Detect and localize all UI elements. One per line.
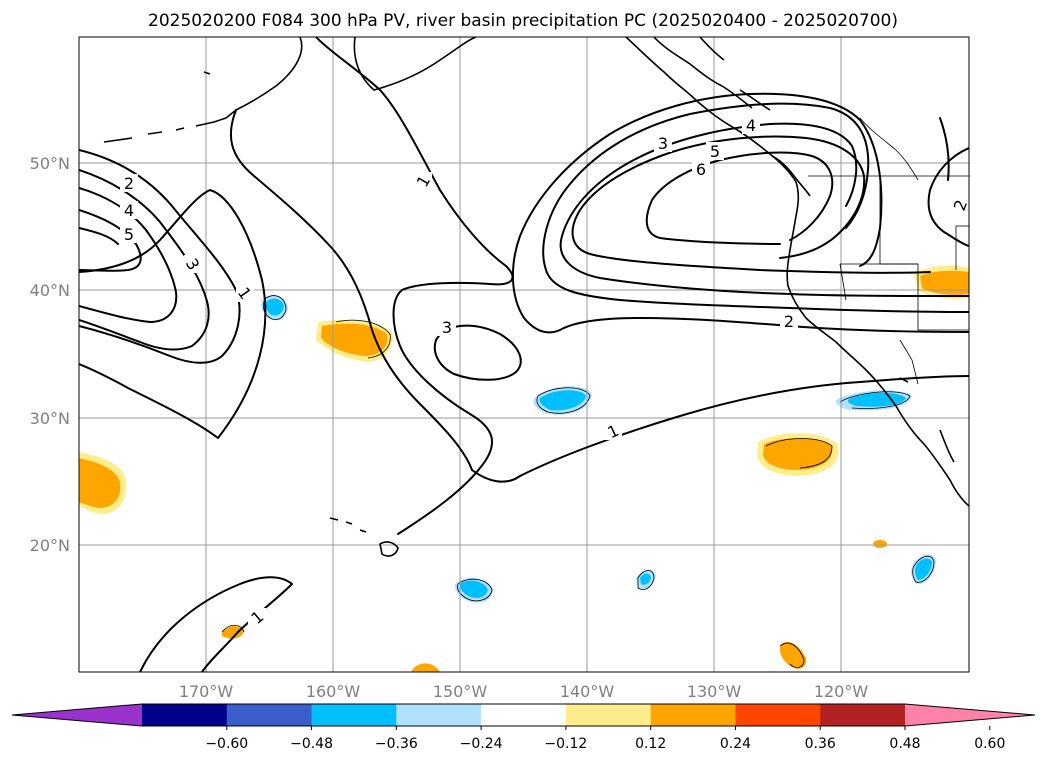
contour-label-3: 3 bbox=[658, 134, 668, 153]
colorbar-tick-label: 0.24 bbox=[720, 736, 751, 752]
colorbar-extension-low bbox=[12, 704, 142, 726]
map-panel: 2 4 5 3 1 1 3 1 3 5 6 4 2 2 bbox=[79, 37, 971, 672]
coastline-hawaii bbox=[379, 541, 399, 557]
pv-contour-4 bbox=[559, 122, 969, 297]
precip-positive-area bbox=[222, 626, 244, 639]
pv-contours bbox=[79, 37, 969, 672]
pv-contour-3 bbox=[79, 169, 210, 351]
colorbar-outline bbox=[11, 703, 1036, 727]
precip-negative-area bbox=[459, 580, 488, 598]
precip-positive-area bbox=[321, 323, 388, 356]
contour-label-3: 3 bbox=[442, 318, 452, 337]
precip-positive-area bbox=[763, 438, 833, 470]
pv-contour-3 bbox=[433, 324, 522, 381]
pv-contour-2 bbox=[927, 147, 969, 247]
precip-positive-area bbox=[873, 540, 887, 548]
contour-label-2: 2 bbox=[950, 197, 971, 213]
precip-negative-area bbox=[539, 390, 586, 411]
precip-outlines bbox=[221, 295, 935, 668]
colorbar-tick-label: −0.24 bbox=[460, 736, 503, 752]
contour-label-2: 2 bbox=[124, 174, 134, 193]
pv-contour-1 bbox=[315, 37, 514, 535]
precip-shading bbox=[79, 265, 969, 672]
lat-tick-labels: 50°N 40°N 30°N 20°N bbox=[30, 154, 70, 555]
pv-contour-6 bbox=[645, 151, 834, 245]
pv-contour-5 bbox=[571, 135, 931, 274]
colorbar-tick-label: 0.60 bbox=[974, 736, 1005, 752]
colorbar-tick-label: 0.12 bbox=[635, 736, 666, 752]
colorbar-tick-label: −0.36 bbox=[375, 736, 418, 752]
contour-label-2: 2 bbox=[784, 312, 794, 331]
precip-positive-area bbox=[780, 641, 807, 669]
colorbar-tick-label: 0.36 bbox=[805, 736, 836, 752]
colorbar-tick-label: −0.60 bbox=[205, 736, 248, 752]
colorbar-segment bbox=[142, 704, 228, 726]
colorbar: −0.60 −0.48 −0.36 −0.24 −0.12 0.12 0.24 0.36 0.4… bbox=[11, 703, 1036, 752]
pv-contour-2 bbox=[512, 92, 969, 334]
political-borders bbox=[808, 117, 969, 385]
contour-label-4: 4 bbox=[746, 116, 756, 135]
colorbar-segment bbox=[735, 704, 821, 726]
precip-negative-area bbox=[640, 573, 651, 585]
colorbar-extension-high bbox=[905, 704, 1035, 726]
lon-tick-label: 150°W bbox=[433, 682, 488, 701]
lat-tick-label: 50°N bbox=[30, 154, 70, 173]
precip-negative-area bbox=[265, 298, 284, 316]
map-background bbox=[79, 37, 969, 672]
pv-contour-3 bbox=[542, 102, 969, 313]
pv-contour-1 bbox=[79, 189, 267, 439]
precip-negative-area bbox=[847, 392, 906, 407]
colorbar-segment bbox=[565, 704, 652, 726]
contour-label-5: 5 bbox=[710, 142, 720, 161]
precip-positive-area bbox=[920, 270, 969, 295]
colorbar-tick-label: −0.48 bbox=[290, 736, 333, 752]
precip-positive-area bbox=[412, 663, 440, 672]
colorbar-segment bbox=[650, 704, 736, 726]
lon-tick-label: 140°W bbox=[560, 682, 615, 701]
colorbar-segment bbox=[311, 704, 397, 726]
colorbar-segment bbox=[481, 704, 567, 726]
colorbar-segment bbox=[820, 704, 906, 726]
lat-tick-label: 40°N bbox=[30, 281, 70, 300]
colorbar-tick-label: 0.48 bbox=[889, 736, 920, 752]
colorbar-segment bbox=[396, 704, 482, 726]
graticule bbox=[79, 37, 969, 672]
coastline-north-america bbox=[625, 37, 969, 507]
pv-contour-2 bbox=[79, 149, 241, 364]
contour-label-5: 5 bbox=[124, 225, 134, 244]
precip-positive-area bbox=[79, 458, 121, 508]
lon-tick-label: 130°W bbox=[687, 682, 742, 701]
precip-negative-area bbox=[914, 558, 932, 580]
lon-tick-label: 160°W bbox=[306, 682, 361, 701]
coastline-alaska bbox=[235, 37, 303, 111]
lon-tick-label: 170°W bbox=[179, 682, 234, 701]
pv-contour-5 bbox=[79, 227, 119, 245]
contour-label-4: 4 bbox=[124, 201, 134, 220]
map-title: 2025020200 F084 300 hPa PV, river basin … bbox=[148, 11, 898, 31]
pv-contour-5 bbox=[79, 209, 142, 272]
lon-tick-labels: 170°W 160°W 150°W 140°W 130°W 120°W bbox=[179, 682, 869, 701]
pv-contour-1 bbox=[229, 109, 473, 471]
lat-tick-label: 20°N bbox=[30, 536, 70, 555]
colorbar-tick-label: −0.12 bbox=[544, 736, 587, 752]
lon-tick-label: 120°W bbox=[814, 682, 869, 701]
colorbar-segment bbox=[226, 704, 313, 726]
contour-labels: 2 4 5 3 1 1 3 1 3 5 6 4 2 2 bbox=[120, 116, 971, 628]
coastlines bbox=[103, 37, 969, 557]
coastline-alaska-gulf bbox=[353, 37, 477, 91]
lat-tick-label: 30°N bbox=[30, 409, 70, 428]
map-frame bbox=[78, 36, 970, 673]
contour-label-6: 6 bbox=[696, 160, 706, 179]
pv-contour-1 bbox=[139, 576, 293, 672]
pv-contour-1 bbox=[471, 375, 969, 483]
